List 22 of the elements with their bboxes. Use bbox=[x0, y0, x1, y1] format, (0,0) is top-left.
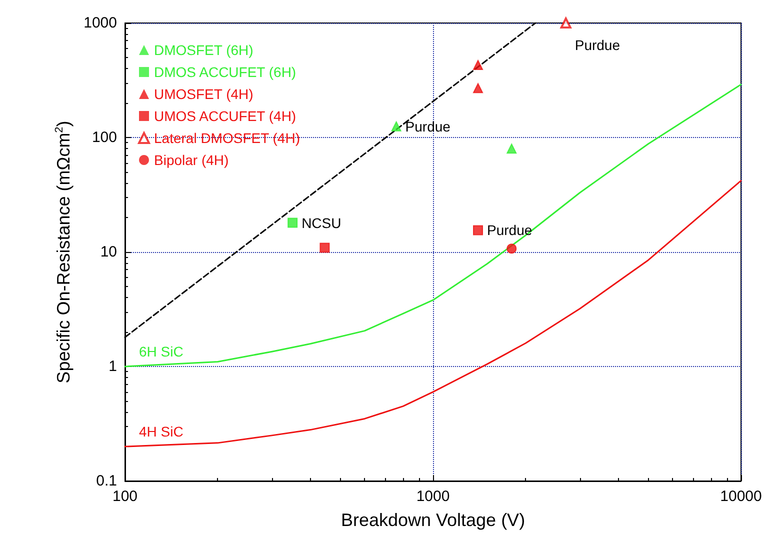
x-axis-title: Breakdown Voltage (V) bbox=[340, 510, 526, 530]
legend-label: Lateral DMOSFET (4H) bbox=[154, 130, 300, 146]
annotation: Purdue bbox=[574, 37, 620, 53]
legend-label: Bipolar (4H) bbox=[154, 152, 229, 168]
y-tick-label: 1000 bbox=[84, 14, 117, 32]
series-label: 6H SiC bbox=[139, 344, 184, 360]
x-tick-label: 100 bbox=[112, 488, 138, 505]
legend-label: UMOSFET (4H) bbox=[154, 86, 254, 102]
y-axis-title: Specific On-Resistance (mΩcm2) bbox=[54, 120, 74, 384]
annotation: Purdue bbox=[487, 222, 532, 238]
y-tick-label: 10 bbox=[100, 244, 117, 260]
legend-label: UMOS ACCUFET (4H) bbox=[154, 108, 296, 124]
y-tick-label: 100 bbox=[92, 129, 117, 146]
y-tick-label: 0.1 bbox=[96, 472, 117, 490]
annotation: Purdue bbox=[405, 118, 451, 134]
x-tick-label: 1000 bbox=[416, 488, 450, 505]
y-tick-label: 1 bbox=[108, 358, 117, 375]
x-tick-label: 10000 bbox=[720, 488, 762, 505]
legend-label: DMOSFET (6H) bbox=[154, 42, 254, 58]
legend-label: DMOS ACCUFET (6H) bbox=[154, 64, 296, 80]
series-label: 4H SiC bbox=[139, 424, 184, 440]
annotation: NCSU bbox=[302, 214, 342, 231]
